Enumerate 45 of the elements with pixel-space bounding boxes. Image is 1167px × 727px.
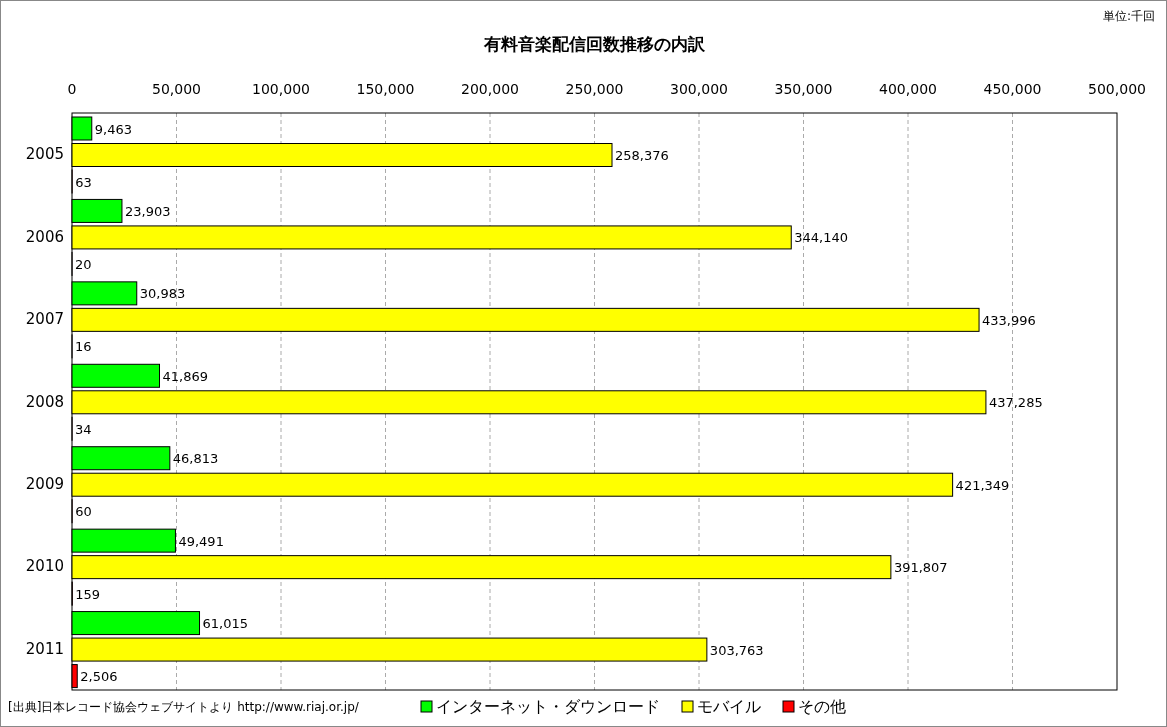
data-label: 9,463 [94,121,132,137]
y-tick-label: 2006 [25,227,64,246]
data-label: 46,813 [172,451,219,467]
data-label: 20 [75,256,92,272]
x-tick-label: 250,000 [565,81,624,97]
y-tick-label: 2007 [25,310,64,329]
legend-label: インターネット・ダウンロード [436,697,660,716]
x-tick-label: 350,000 [774,81,833,97]
x-tick-label: 150,000 [356,81,415,97]
data-label: 391,807 [893,560,948,576]
x-tick-label: 450,000 [983,81,1042,97]
y-tick-label: 2011 [25,639,64,658]
data-label: 421,349 [955,477,1010,493]
text: [出典]日本レコード協会ウェブサイトより http://www.riaj.or.jp/ [8,700,360,714]
data-label: 303,763 [709,642,764,658]
data-label: 2,506 [80,669,118,685]
x-tick-label: 0 [67,81,77,97]
data-label: 30,983 [139,286,186,302]
x-tick-label: 100,000 [252,81,310,97]
data-label: 49,491 [178,533,224,549]
y-tick-label: 2008 [25,392,64,411]
data-label: 159 [75,586,101,602]
y-tick-label: 2005 [25,145,64,164]
chart-title: 有料音楽配信回数推移の内訳 [483,34,706,54]
data-label: 60 [75,504,92,520]
legend-label: その他 [798,697,846,716]
data-label: 61,015 [202,616,249,632]
x-tick-label: 300,000 [670,81,728,97]
data-label: 258,376 [615,148,669,163]
legend-label: モバイル [697,697,761,716]
data-label: 23,903 [124,203,171,219]
y-tick-label: 2010 [25,557,64,576]
data-label: 34 [75,421,92,437]
x-tick-label: 400,000 [879,81,937,97]
text: 単位:千回 [1102,9,1155,23]
x-tick-label: 500,000 [1088,81,1146,97]
data-label: 433,996 [982,312,1036,328]
y-tick-label: 2009 [25,474,64,493]
data-label: 16 [75,339,92,355]
x-tick-label: 50,000 [152,81,201,97]
data-label: 437,285 [988,395,1043,411]
data-label: 63 [75,174,92,190]
x-tick-label: 200,000 [461,81,519,97]
data-label: 41,869 [162,368,209,384]
data-label: 344,140 [794,230,849,246]
